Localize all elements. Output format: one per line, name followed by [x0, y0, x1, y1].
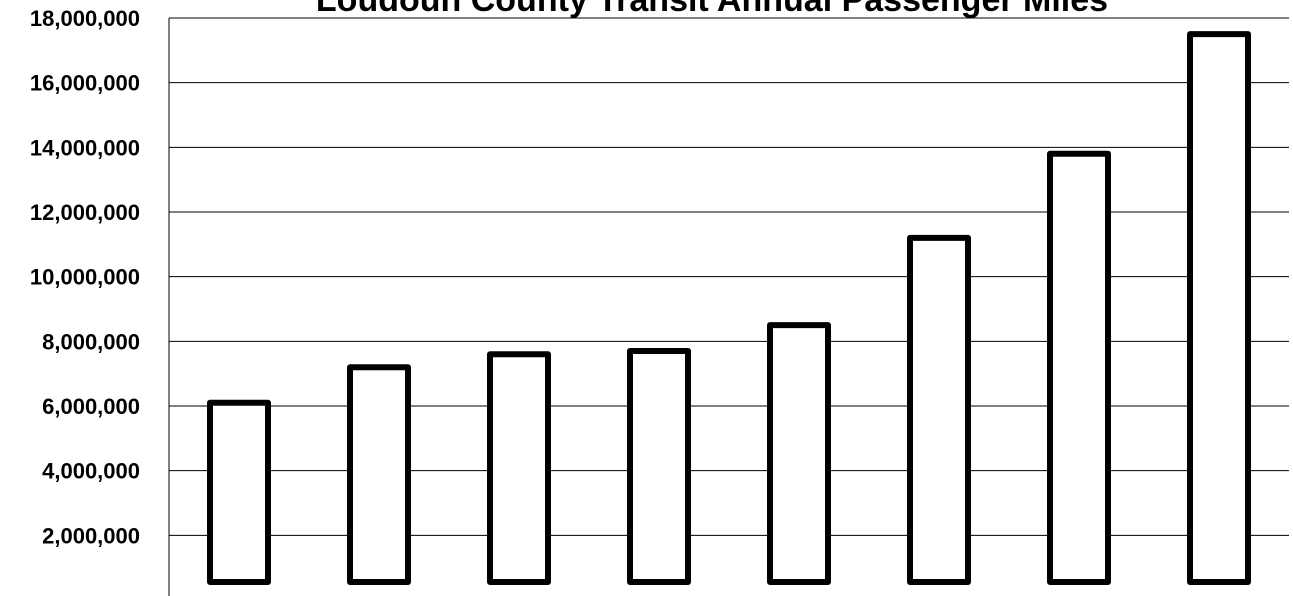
bars — [207, 31, 1251, 586]
y-tick-label: 16,000,000 — [30, 71, 140, 96]
y-tick-label: 18,000,000 — [30, 6, 140, 31]
y-tick-label: 6,000,000 — [42, 394, 140, 419]
bar — [1187, 31, 1251, 585]
y-tick-label: 8,000,000 — [42, 329, 140, 354]
bar — [907, 234, 971, 585]
y-axis-tick-labels: 2,000,000 4,000,000 6,000,000 8,000,000 10,0… — [30, 6, 140, 548]
y-tick-label: 12,000,000 — [30, 200, 140, 225]
y-tick-label: 14,000,000 — [30, 135, 140, 160]
gridlines — [169, 17, 1289, 536]
bar — [347, 364, 411, 586]
bar — [627, 348, 691, 585]
bar — [487, 351, 551, 585]
chart-title: Loudoun County Transit Annual Passenger … — [316, 0, 1108, 19]
bar — [1047, 150, 1111, 586]
y-tick-label: 2,000,000 — [42, 523, 140, 548]
y-tick-label: 10,000,000 — [30, 265, 140, 290]
bar — [767, 322, 831, 585]
bar — [207, 399, 271, 585]
y-tick-label: 4,000,000 — [42, 459, 140, 484]
